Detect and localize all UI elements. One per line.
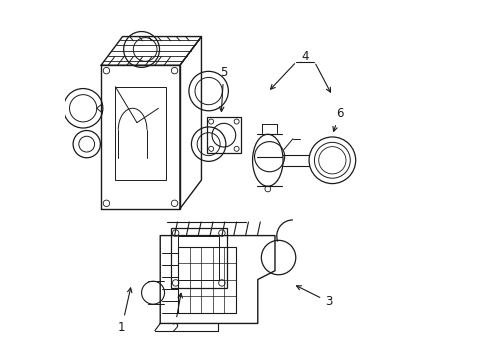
Text: 5: 5 xyxy=(219,66,227,112)
Text: 4: 4 xyxy=(301,50,308,63)
Bar xyxy=(206,117,241,153)
Bar xyxy=(115,87,165,180)
Text: 3: 3 xyxy=(296,286,332,309)
Text: 1: 1 xyxy=(118,288,132,333)
Bar xyxy=(178,235,219,280)
Text: 6: 6 xyxy=(332,107,343,131)
Bar xyxy=(178,247,235,313)
Bar xyxy=(171,228,226,288)
Text: 2: 2 xyxy=(170,293,182,335)
